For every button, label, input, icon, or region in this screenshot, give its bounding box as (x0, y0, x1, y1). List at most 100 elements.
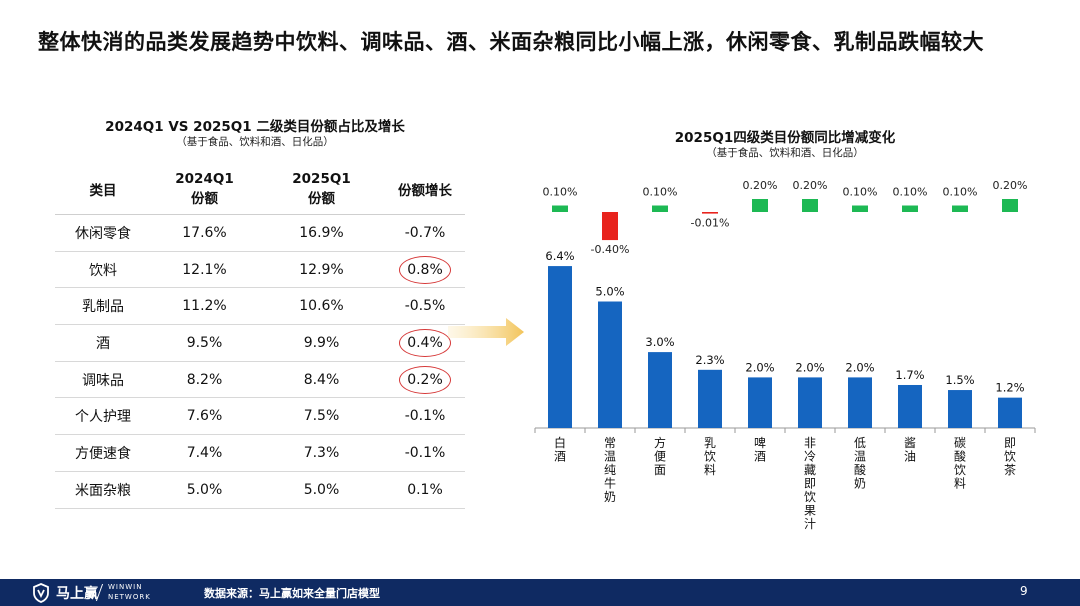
category-label-char: 碳 (954, 436, 966, 450)
category-label-char: 乳 (704, 436, 716, 450)
category-label-char: 饮 (954, 463, 966, 477)
cell-2024q1: 8.2% (186, 371, 223, 388)
cell-category: 酒 (96, 335, 110, 352)
category-label-char: 纯 (604, 463, 616, 477)
chart-title: 2025Q1四级类目份额同比增减变化 (674, 130, 896, 146)
bar-chart: 6.4%0.10%白酒5.0%-0.40%常温纯牛奶3.0%0.10%方便面2.… (534, 179, 1036, 531)
table-body: 休闲零食 17.6% 16.9% -0.7% 饮料 12.1% 12.9% 0.8% 乳制品 11… (55, 215, 465, 509)
category-label-char: 酸 (854, 462, 866, 477)
bar (798, 377, 822, 428)
bar-value-label: 2.0% (795, 360, 824, 374)
category-label-char: 酒 (754, 450, 766, 464)
category-label-char: 温 (854, 450, 866, 464)
category-label-char: 常 (604, 436, 616, 450)
highlight-circle: 0.8% (399, 255, 451, 284)
shield-logo-icon (33, 583, 49, 603)
change-bar (752, 199, 768, 212)
category-label-char: 即 (804, 477, 816, 491)
category-label-char: 油 (904, 450, 916, 464)
category-label-char: 奶 (854, 477, 866, 491)
category-label-char: 果 (804, 504, 816, 518)
bar-value-label: 3.0% (645, 335, 674, 349)
category-label-char: 饮 (804, 490, 816, 504)
category-label-char: 饮 (1004, 450, 1016, 464)
bar-value-label: 2.0% (845, 360, 874, 374)
category-label-char: 藏 (804, 463, 816, 477)
category-label-char: 料 (954, 477, 966, 491)
header-growth: 份额增长 (398, 183, 452, 199)
table-row: 酒 9.5% 9.9% 0.4% (55, 325, 465, 362)
cell-category: 饮料 (89, 262, 117, 279)
bar-value-label: 1.2% (995, 381, 1024, 395)
cell-growth: 0.2% (385, 365, 465, 394)
bar (948, 390, 972, 428)
cell-growth: 0.1% (407, 481, 443, 498)
change-bar (602, 212, 618, 241)
change-value-label: 0.10% (543, 186, 578, 199)
change-bar (702, 212, 718, 214)
header-2024q1: 2024Q1 份额 (175, 171, 234, 207)
change-value-label: 0.20% (743, 179, 778, 192)
footer-bar: 马上赢 WINWIN NETWORK 数据来源：马上赢如来全量门店模型 9 (0, 579, 1080, 606)
change-bar (852, 205, 868, 212)
table-row: 米面杂粮 5.0% 5.0% 0.1% (55, 472, 465, 509)
table-row: 个人护理 7.6% 7.5% -0.1% (55, 398, 465, 436)
table-row: 休闲零食 17.6% 16.9% -0.7% (55, 215, 465, 252)
bar (548, 266, 572, 428)
category-label-char: 啤 (754, 435, 766, 450)
cell-growth: -0.1% (404, 408, 446, 425)
category-label-char: 酱 (904, 435, 916, 450)
cell-2025q1: 16.9% (299, 224, 344, 241)
cell-2024q1: 7.4% (186, 444, 223, 461)
bar-value-label: 5.0% (595, 285, 624, 299)
bar-value-label: 1.5% (945, 373, 974, 387)
category-label-char: 便 (654, 450, 666, 464)
highlight-circle: 0.4% (399, 328, 451, 357)
category-label-char: 酒 (554, 450, 566, 464)
right-arrow-icon (448, 318, 524, 346)
category-label-char: 方 (654, 435, 666, 450)
cell-growth: -0.7% (404, 224, 446, 241)
bar (598, 301, 622, 428)
bar-value-label: 1.7% (895, 368, 924, 382)
change-bar (802, 199, 818, 212)
cell-2024q1: 12.1% (182, 261, 227, 278)
cell-category: 个人护理 (75, 409, 131, 426)
table-title: 2024Q1 VS 2025Q1 二级类目份额占比及增长 (105, 119, 405, 135)
cell-2025q1: 7.5% (303, 408, 340, 425)
bar-value-label: 6.4% (545, 249, 574, 263)
category-label-char: 非 (804, 436, 816, 450)
change-bar (902, 205, 918, 212)
bar (698, 369, 722, 428)
table-row: 方便速食 7.4% 7.3% -0.1% (55, 435, 465, 472)
cell-category: 方便速食 (75, 445, 131, 462)
change-value-label: 0.20% (993, 179, 1028, 192)
share-table: 类目 2024Q1 份额 2025Q1 份额 份额增长 休闲零食 17.6% 16.9%… (55, 164, 465, 509)
header-2025q1: 2025Q1 份额 (292, 171, 351, 207)
chart-subtitle: （基于食品、饮料和酒、日化品） (706, 147, 864, 159)
category-label-char: 白 (554, 435, 566, 450)
table-header-row: 类目 2024Q1 份额 2025Q1 份额 份额增长 (55, 164, 465, 215)
cell-growth: -0.1% (404, 444, 446, 461)
change-value-label: 0.10% (943, 186, 978, 199)
category-label-char: 低 (854, 436, 866, 450)
change-bar (1002, 199, 1018, 212)
cell-category: 调味品 (82, 372, 124, 389)
change-value-label: -0.01% (691, 217, 730, 230)
category-label-char: 料 (704, 463, 716, 477)
bar (998, 397, 1022, 428)
cell-category: 休闲零食 (75, 225, 131, 242)
cell-growth: 0.8% (385, 255, 465, 284)
highlight-circle: 0.2% (399, 365, 451, 394)
table-row: 饮料 12.1% 12.9% 0.8% (55, 252, 465, 289)
page-title: 整体快消的品类发展趋势中饮料、调味品、酒、米面杂粮同比小幅上涨，休闲零食、乳制品… (38, 30, 984, 54)
change-value-label: 0.20% (793, 179, 828, 192)
category-label-char: 温 (604, 450, 616, 464)
category-label-char: 茶 (1004, 462, 1016, 477)
cell-2024q1: 17.6% (182, 224, 227, 241)
category-label-char: 奶 (604, 490, 616, 504)
brand-name: 马上赢 (56, 586, 98, 602)
cell-2025q1: 12.9% (299, 261, 344, 278)
brand-en-line2: NETWORK (108, 593, 151, 601)
page-number: 9 (1020, 584, 1028, 598)
